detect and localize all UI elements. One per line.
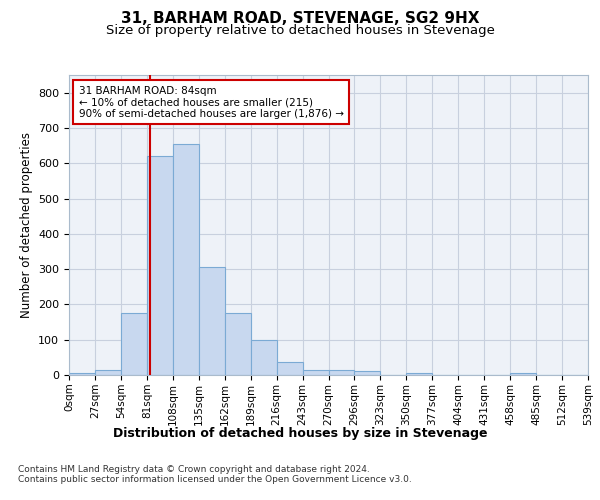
Text: 31, BARHAM ROAD, STEVENAGE, SG2 9HX: 31, BARHAM ROAD, STEVENAGE, SG2 9HX: [121, 11, 479, 26]
Bar: [355, 372, 380, 375]
Bar: [406, 373, 432, 375]
Text: Distribution of detached houses by size in Stevenage: Distribution of detached houses by size …: [113, 428, 487, 440]
Text: Contains HM Land Registry data © Crown copyright and database right 2024.
Contai: Contains HM Land Registry data © Crown c…: [18, 465, 412, 484]
Bar: [302, 370, 329, 375]
Bar: [510, 373, 536, 375]
Bar: [69, 373, 95, 375]
Y-axis label: Number of detached properties: Number of detached properties: [20, 132, 32, 318]
Text: 31 BARHAM ROAD: 84sqm
← 10% of detached houses are smaller (215)
90% of semi-det: 31 BARHAM ROAD: 84sqm ← 10% of detached …: [79, 86, 344, 119]
Bar: [121, 313, 147, 375]
Bar: [329, 370, 355, 375]
Text: Size of property relative to detached houses in Stevenage: Size of property relative to detached ho…: [106, 24, 494, 37]
Bar: [95, 370, 121, 375]
Bar: [251, 340, 277, 375]
Bar: [147, 156, 173, 375]
Bar: [199, 268, 224, 375]
Bar: [225, 313, 251, 375]
Bar: [173, 144, 199, 375]
Bar: [277, 362, 302, 375]
